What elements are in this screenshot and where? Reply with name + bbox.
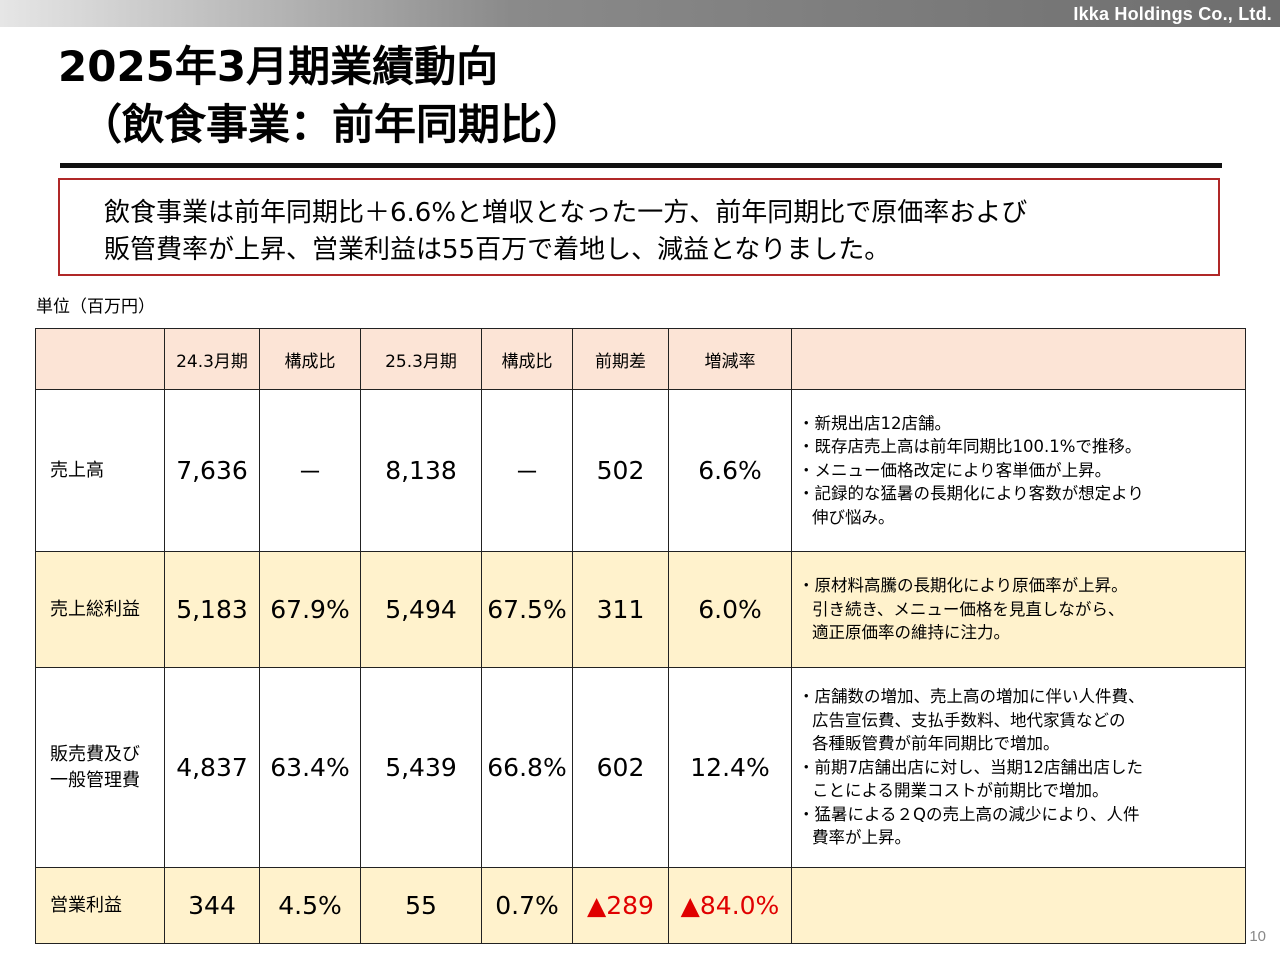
- value-prev-ratio: 4.5%: [259, 867, 361, 944]
- summary-line1: 飲食事業は前年同期比＋6.6%と増収となった一方、前年同期比で原価率および: [104, 198, 1028, 228]
- value-prev-ratio: 67.9%: [259, 551, 361, 668]
- value-prev-ratio: －: [259, 389, 361, 552]
- unit-label: 単位（百万円）: [36, 297, 155, 317]
- page-title-line1: 2025年3月期業績動向: [58, 42, 499, 91]
- value-rate: 6.0%: [668, 551, 792, 668]
- note-line: ・既存店売上高は前年同期比100.1%で推移。: [798, 437, 1142, 457]
- note-line: ことによる開業コストが前期比で増加。: [812, 781, 1109, 801]
- value-prev: 4,837: [164, 667, 260, 868]
- value-curr: 5,439: [360, 667, 482, 868]
- note-line: 適正原価率の維持に注力。: [812, 623, 1010, 643]
- value-diff: 602: [572, 667, 669, 868]
- row-notes: ・新規出店12店舗。 ・既存店売上高は前年同期比100.1%で推移。 ・メニュー…: [791, 389, 1246, 552]
- note-line: 引き続き、メニュー価格を見直しながら、: [812, 599, 1125, 619]
- value-curr-ratio: －: [481, 389, 573, 552]
- value-diff: 311: [572, 551, 669, 668]
- note-line: 広告宣伝費、支払手数料、地代家賃などの: [812, 710, 1126, 730]
- note-line: ・前期7店舗出店に対し、当期12店舗出店した: [798, 757, 1143, 777]
- value-rate: 12.4%: [668, 667, 792, 868]
- row-notes: [791, 867, 1246, 944]
- value-curr-ratio: 0.7%: [481, 867, 573, 944]
- header-prev-ratio: 構成比: [259, 328, 361, 390]
- table-row-gross-profit: 売上総利益 5,183 67.9% 5,494 67.5% 311 6.0% ・…: [35, 551, 1246, 668]
- results-table: 24.3月期 構成比 25.3月期 構成比 前期差 増減率 売上高 7,636 …: [35, 328, 1246, 944]
- row-label: 営業利益: [35, 867, 165, 944]
- value-prev-ratio: 63.4%: [259, 667, 361, 868]
- value-prev: 7,636: [164, 389, 260, 552]
- value-curr: 8,138: [360, 389, 482, 552]
- table-row-operating-profit: 営業利益 344 4.5% 55 0.7% ▲289 ▲84.0%: [35, 867, 1246, 944]
- note-line: 費率が上昇。: [812, 828, 911, 848]
- header-curr-ratio: 構成比: [481, 328, 573, 390]
- table-header-row: 24.3月期 構成比 25.3月期 構成比 前期差 増減率: [35, 328, 1246, 390]
- note-line: 伸び悩み。: [812, 507, 895, 527]
- table-row-sales: 売上高 7,636 － 8,138 － 502 6.6% ・新規出店12店舗。 …: [35, 389, 1246, 552]
- header-difference: 前期差: [572, 328, 669, 390]
- row-label: 販売費及び 一般管理費: [35, 667, 165, 868]
- value-prev: 344: [164, 867, 260, 944]
- header-change-rate: 増減率: [668, 328, 792, 390]
- row-label: 売上高: [35, 389, 165, 552]
- note-line: ・店舗数の増加、売上高の増加に伴い人件費、: [798, 687, 1145, 707]
- note-line: ・新規出店12店舗。: [798, 413, 951, 433]
- page-title: 2025年3月期業績動向 （飲食事業：前年同期比）: [58, 38, 584, 154]
- title-divider: [60, 163, 1222, 168]
- summary-box: 飲食事業は前年同期比＋6.6%と増収となった一方、前年同期比で原価率および 販管…: [58, 178, 1220, 276]
- value-diff: ▲289: [572, 867, 669, 944]
- note-line: 各種販管費が前年同期比で増加。: [812, 734, 1060, 754]
- top-bar: Ikka Holdings Co., Ltd.: [0, 0, 1280, 27]
- company-name: Ikka Holdings Co., Ltd.: [1073, 4, 1272, 24]
- header-notes: [791, 328, 1246, 390]
- page-number: 10: [1249, 928, 1266, 945]
- note-line: ・メニュー価格改定により客単価が上昇。: [798, 460, 1112, 480]
- value-curr-ratio: 67.5%: [481, 551, 573, 668]
- value-curr: 55: [360, 867, 482, 944]
- value-diff: 502: [572, 389, 669, 552]
- value-curr: 5,494: [360, 551, 482, 668]
- value-rate: 6.6%: [668, 389, 792, 552]
- value-prev: 5,183: [164, 551, 260, 668]
- value-rate: ▲84.0%: [668, 867, 792, 944]
- row-label: 売上総利益: [35, 551, 165, 668]
- row-label-line1: 販売費及び: [50, 743, 140, 765]
- row-notes: ・原材料高騰の長期化により原価率が上昇。 引き続き、メニュー価格を見直しながら、…: [791, 551, 1246, 668]
- row-notes: ・店舗数の増加、売上高の増加に伴い人件費、 広告宣伝費、支払手数料、地代家賃など…: [791, 667, 1246, 868]
- row-label-line2: 一般管理費: [50, 769, 140, 791]
- note-line: ・猛暑による２Qの売上高の減少により、人件: [798, 804, 1140, 824]
- page-title-line2: （飲食事業：前年同期比）: [80, 100, 585, 149]
- header-prev-period: 24.3月期: [164, 328, 260, 390]
- summary-line2: 販管費率が上昇、営業利益は55百万で着地し、減益となりました。: [104, 235, 891, 265]
- note-line: ・原材料高騰の長期化により原価率が上昇。: [798, 576, 1128, 596]
- value-curr-ratio: 66.8%: [481, 667, 573, 868]
- header-curr-period: 25.3月期: [360, 328, 482, 390]
- table-row-sga: 販売費及び 一般管理費 4,837 63.4% 5,439 66.8% 602 …: [35, 667, 1246, 868]
- header-blank: [35, 328, 165, 390]
- note-line: ・記録的な猛暑の長期化により客数が想定より: [798, 484, 1144, 504]
